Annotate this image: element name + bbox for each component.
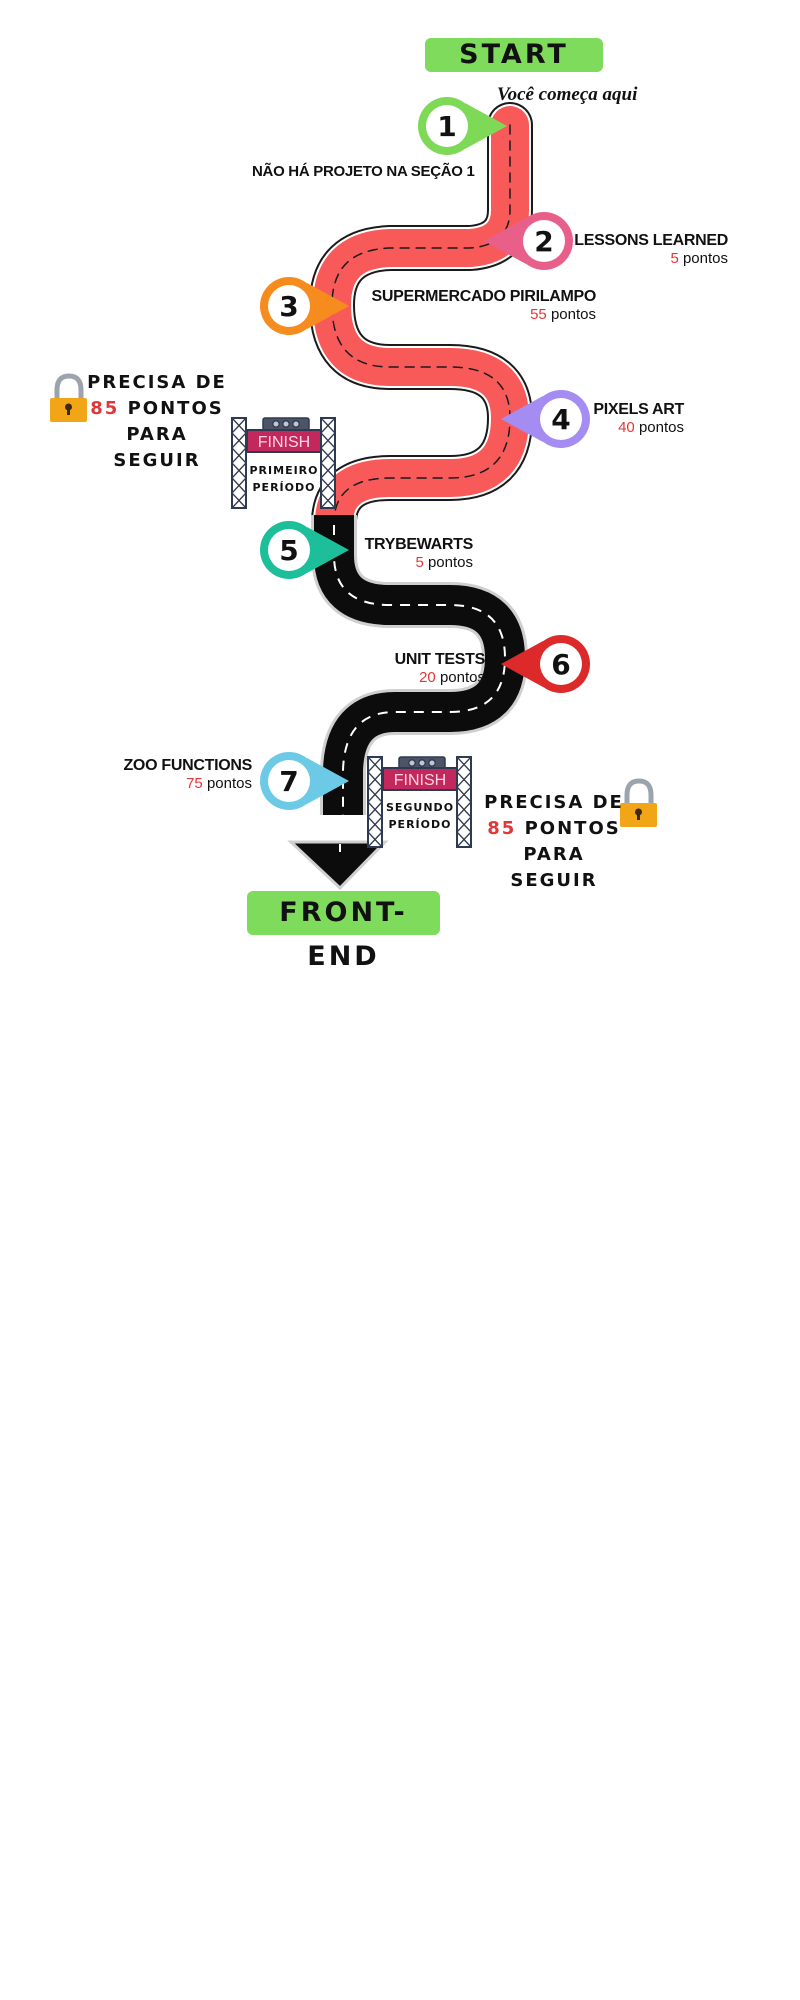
- lock-note-1: PRECISA DE 85 PONTOS PARA SEGUIR: [87, 372, 227, 471]
- stop-points: 5 pontos: [415, 554, 473, 572]
- stop-title: TRYBEWARTS: [364, 536, 474, 553]
- stop-number: 2: [534, 225, 553, 258]
- stop-2-label: LESSONS LEARNED 5 pontos: [568, 231, 728, 268]
- finish-gate-segundo: FINISH SEGUNDO PERÍODO: [367, 756, 472, 848]
- road-section-1: [309, 102, 533, 543]
- stop-title: SUPERMERCADO PIRILAMPO: [371, 288, 596, 305]
- stop-number: 4: [551, 403, 570, 436]
- stop-marker-3: 3: [260, 277, 349, 335]
- stop-marker-1: 1: [418, 97, 507, 155]
- truss-left: [231, 417, 247, 509]
- end-banner: FRONT-END: [247, 891, 440, 972]
- stop-title: ZOO FUNCTIONS: [123, 757, 252, 774]
- start-note: Você começa aqui: [497, 84, 638, 105]
- stop-7-label: ZOO FUNCTIONS 75 pontos: [110, 756, 252, 793]
- lock-note-2: PRECISA DE 85 PONTOS PARA SEGUIR: [484, 792, 624, 891]
- stop-points: 75 pontos: [186, 775, 252, 793]
- finish-gate-primeiro: FINISH PRIMEIRO PERÍODO: [231, 417, 336, 509]
- lock-icon: [620, 778, 657, 827]
- stop-title: UNIT TESTS: [394, 651, 486, 668]
- finish-label-line1: SEGUNDO: [386, 801, 454, 814]
- stop-points: 5 pontos: [670, 250, 728, 268]
- stop-title: PIXELS ART: [593, 401, 684, 418]
- stop-5-label: TRYBEWARTS 5 pontos: [355, 535, 474, 572]
- stop-marker-4: 4: [501, 390, 590, 448]
- finish-sign: [382, 767, 458, 791]
- stop-number: 3: [279, 290, 298, 323]
- finish-label-line1: PRIMEIRO: [250, 464, 319, 477]
- stop-4-label: PIXELS ART 40 pontos: [580, 400, 684, 437]
- stop-points: 20 pontos: [419, 669, 485, 687]
- stop-points: 40 pontos: [618, 419, 684, 437]
- finish-sign-text: FINISH: [394, 772, 446, 789]
- finish-label-line2: PERÍODO: [389, 818, 452, 831]
- stop-marker-7: 7: [260, 752, 349, 810]
- stop-number: 7: [279, 765, 298, 798]
- lock-icon: [50, 373, 87, 422]
- stop-number: 1: [437, 110, 456, 143]
- road-section-2: [311, 515, 528, 840]
- stop-points: 55 pontos: [530, 306, 596, 324]
- stop-marker-2: 2: [484, 212, 573, 270]
- stop-6-label: UNIT TESTS 20 pontos: [375, 650, 486, 687]
- stop-3-label: SUPERMERCADO PIRILAMPO 55 pontos: [360, 287, 596, 324]
- finish-label-line2: PERÍODO: [253, 481, 316, 494]
- truss-left: [367, 756, 383, 848]
- truss-right: [320, 417, 336, 509]
- stop-marker-6: 6: [501, 635, 590, 693]
- stop-markers: 1 2 3 4 5 6 7: [260, 97, 590, 810]
- section1-note: NÃO HÁ PROJETO NA SEÇÃO 1: [252, 163, 475, 180]
- stop-number: 5: [279, 534, 298, 567]
- stop-title: LESSONS LEARNED: [574, 232, 728, 249]
- finish-sign: [246, 429, 322, 453]
- finish-sign-text: FINISH: [258, 434, 310, 451]
- stop-marker-5: 5: [260, 521, 349, 579]
- truss-right: [456, 756, 472, 848]
- stop-number: 6: [551, 648, 570, 681]
- start-banner: START: [425, 38, 603, 72]
- arrow-head: [287, 830, 389, 891]
